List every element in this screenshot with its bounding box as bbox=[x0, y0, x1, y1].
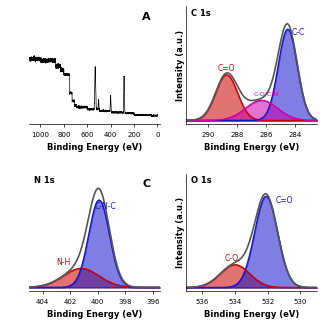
Y-axis label: Intensity (a.u.): Intensity (a.u.) bbox=[175, 197, 185, 268]
Y-axis label: Intensity (a.u.): Intensity (a.u.) bbox=[175, 30, 185, 101]
Text: C 1s: C 1s bbox=[191, 9, 211, 18]
Text: C-O/C-N: C-O/C-N bbox=[253, 92, 278, 97]
Text: N 1s: N 1s bbox=[34, 176, 55, 185]
Text: A: A bbox=[142, 12, 150, 22]
Text: O 1s: O 1s bbox=[191, 176, 212, 185]
Text: C-N-C: C-N-C bbox=[95, 203, 117, 212]
Text: N-H: N-H bbox=[56, 258, 70, 267]
Text: C-O: C-O bbox=[225, 254, 239, 263]
X-axis label: Binding Energy (eV): Binding Energy (eV) bbox=[204, 310, 299, 319]
Text: C: C bbox=[142, 180, 150, 189]
X-axis label: Binding Energy (eV): Binding Energy (eV) bbox=[47, 310, 142, 319]
Text: C-C: C-C bbox=[292, 28, 305, 36]
X-axis label: Binding Energy (eV): Binding Energy (eV) bbox=[204, 143, 299, 152]
X-axis label: Binding Energy (eV): Binding Energy (eV) bbox=[47, 143, 142, 152]
Text: C=O: C=O bbox=[276, 196, 293, 205]
Text: C=O: C=O bbox=[218, 64, 236, 73]
